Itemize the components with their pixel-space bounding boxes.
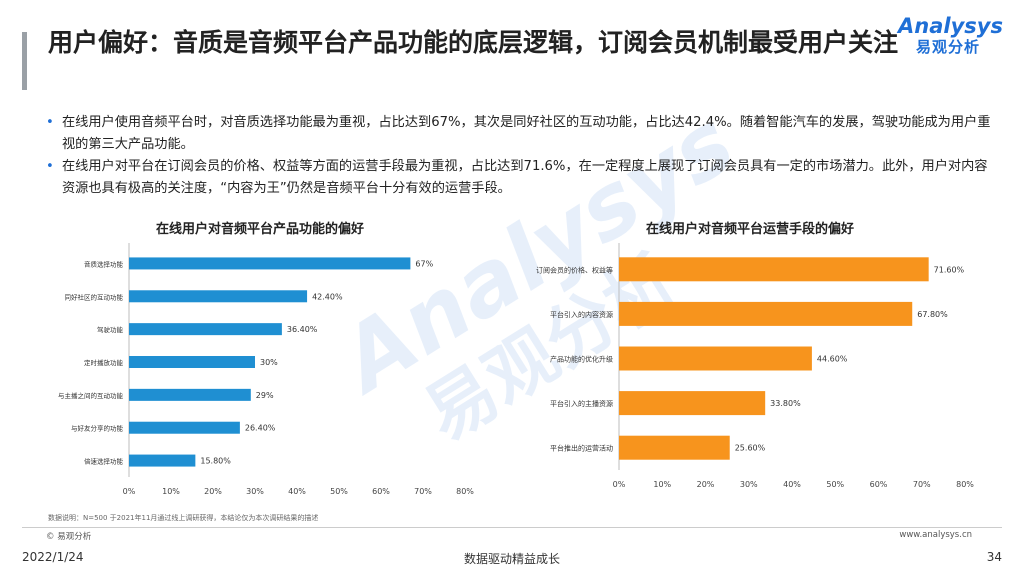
bar bbox=[129, 257, 411, 270]
footer-divider bbox=[22, 527, 1002, 528]
x-tick-label: 60% bbox=[372, 487, 390, 496]
x-tick-label: 80% bbox=[956, 480, 974, 489]
report-date: 2022/1/24 bbox=[22, 550, 84, 564]
bullet-point: 在线用户使用音频平台时，对音质选择功能最为重视，占比达到67%，其次是同好社区的… bbox=[44, 112, 994, 156]
data-label: 42.40% bbox=[312, 292, 343, 301]
bar bbox=[129, 454, 196, 467]
data-label: 15.80% bbox=[200, 457, 231, 466]
data-label: 33.80% bbox=[770, 399, 801, 408]
bar bbox=[619, 435, 730, 460]
logo-wordmark: Analysys bbox=[898, 14, 1003, 38]
bar bbox=[619, 346, 812, 371]
data-note: 数据说明：N=500 于2021年11月通过线上调研获得，本结论仅为本次调研结果… bbox=[48, 514, 319, 522]
logo-chinese-name: 易观分析 bbox=[915, 38, 980, 56]
category-label: 产品功能的优化升级 bbox=[550, 355, 613, 364]
bar bbox=[129, 388, 251, 401]
bar bbox=[129, 323, 282, 336]
chart-title-features: 在线用户对音频平台产品功能的偏好 bbox=[155, 222, 364, 237]
data-label: 71.60% bbox=[934, 265, 965, 274]
x-tick-label: 40% bbox=[783, 480, 801, 489]
bar bbox=[129, 421, 240, 434]
x-tick-label: 80% bbox=[456, 487, 474, 496]
title-accent-bar bbox=[22, 32, 27, 90]
x-tick-label: 20% bbox=[697, 480, 715, 489]
brand-logo: Analysys 易观分析 bbox=[898, 14, 1003, 57]
x-tick-label: 50% bbox=[330, 487, 348, 496]
x-tick-label: 60% bbox=[870, 480, 888, 489]
category-label: 定时播放功能 bbox=[84, 358, 124, 367]
category-label: 与好友分享的功能 bbox=[71, 424, 124, 433]
bar bbox=[129, 290, 308, 303]
bar bbox=[619, 301, 913, 326]
x-tick-label: 50% bbox=[826, 480, 844, 489]
category-label: 倍速选择功能 bbox=[84, 457, 124, 466]
category-label: 与主播之间的互动功能 bbox=[58, 391, 124, 400]
x-tick-label: 70% bbox=[414, 487, 432, 496]
x-tick-label: 40% bbox=[288, 487, 306, 496]
x-tick-label: 70% bbox=[913, 480, 931, 489]
bullet-point: 在线用户对平台在订阅会员的价格、权益等方面的运营手段最为重视，占比达到71.6%… bbox=[44, 156, 994, 200]
x-tick-label: 10% bbox=[653, 480, 671, 489]
summary-bullets: 在线用户使用音频平台时，对音质选择功能最为重视，占比达到67%，其次是同好社区的… bbox=[44, 112, 994, 200]
data-label: 36.40% bbox=[287, 325, 318, 334]
x-tick-label: 30% bbox=[740, 480, 758, 489]
data-label: 44.60% bbox=[817, 355, 848, 364]
data-label: 25.60% bbox=[735, 444, 766, 453]
slogan: 数据驱动精益成长 bbox=[463, 552, 560, 566]
chart-title-operations: 在线用户对音频平台运营手段的偏好 bbox=[645, 222, 854, 237]
page-title: 用户偏好：音质是音频平台产品功能的底层逻辑，订阅会员机制最受用户关注 bbox=[48, 28, 899, 57]
bar bbox=[129, 356, 255, 368]
category-label: 平台引入的主播资源 bbox=[550, 399, 613, 408]
x-tick-label: 0% bbox=[613, 480, 626, 489]
data-label: 30% bbox=[260, 358, 278, 367]
bar bbox=[619, 391, 766, 416]
data-label: 29% bbox=[256, 391, 274, 400]
category-label: 平台引入的内容资源 bbox=[550, 310, 613, 319]
data-label: 67% bbox=[415, 259, 433, 268]
x-tick-label: 30% bbox=[246, 487, 264, 496]
category-label: 音质选择功能 bbox=[84, 259, 124, 268]
category-label: 平台推出的运营活动 bbox=[550, 444, 613, 453]
page-number: 34 bbox=[986, 550, 1002, 564]
bar bbox=[619, 257, 929, 282]
category-label: 驾驶功能 bbox=[97, 325, 124, 334]
copyright: © 易观分析 bbox=[46, 532, 92, 542]
website-link: www.analysys.cn bbox=[899, 530, 972, 540]
category-label: 同好社区的互动功能 bbox=[65, 292, 124, 301]
x-tick-label: 20% bbox=[204, 487, 222, 496]
x-tick-label: 10% bbox=[162, 487, 180, 496]
data-label: 67.80% bbox=[917, 310, 948, 319]
category-label: 订阅会员的价格、权益等 bbox=[536, 265, 613, 274]
x-tick-label: 0% bbox=[123, 487, 136, 496]
data-label: 26.40% bbox=[245, 424, 276, 433]
